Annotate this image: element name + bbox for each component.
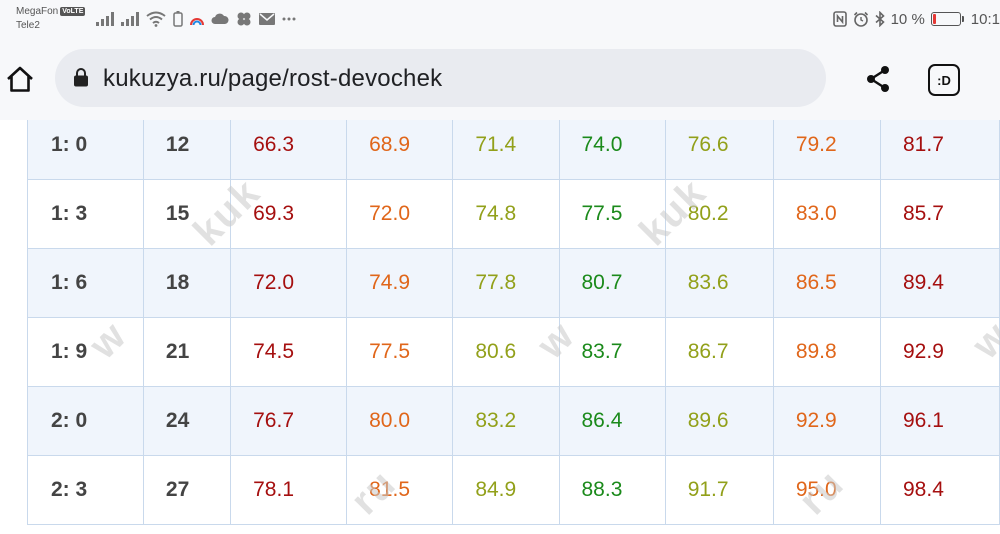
tabs-button[interactable]: :D: [928, 64, 960, 96]
height-value-cell: 86.7: [664, 317, 774, 387]
lock-icon: [74, 68, 88, 87]
page-content: 1: 0 12 66.3 68.9 71.4 74.0 76.6 79.2 81.7 1: 3 15…: [0, 120, 1000, 534]
carrier-1-name: MegaFon: [16, 6, 59, 17]
age-cell: 2: 3: [27, 455, 144, 525]
table-row: 2: 3 27 78.1 81.5 84.9 88.3 91.7 95.0 98.4: [27, 455, 1000, 525]
battery-percent: 10 %: [890, 10, 925, 28]
volte-badge: VoLTE: [60, 7, 86, 16]
share-button[interactable]: [860, 61, 896, 97]
height-value-cell: 80.0: [346, 386, 454, 456]
battery-icon: [930, 12, 964, 26]
url-text[interactable]: kukuzya.ru/page/rost-devochek: [103, 65, 443, 92]
alarm-icon: [853, 11, 868, 27]
height-value-cell: 74.0: [558, 120, 666, 180]
height-value-cell: 88.3: [558, 455, 666, 525]
clock: 10:1: [970, 10, 1000, 28]
mail-icon: [259, 13, 275, 25]
status-icons-left: [96, 10, 296, 28]
height-value-cell: 85.7: [880, 179, 1000, 249]
age-cell: 1: 6: [27, 248, 144, 318]
height-value-cell: 80.2: [664, 179, 774, 249]
address-bar[interactable]: kukuzya.ru/page/rost-devochek: [55, 49, 826, 107]
age-cell: 1: 9: [27, 317, 144, 387]
nfc-icon: [832, 11, 847, 27]
height-value-cell: 68.9: [346, 120, 454, 180]
flower-icon: [237, 12, 251, 26]
height-value-cell: 81.5: [346, 455, 454, 525]
height-value-cell: 84.9: [452, 455, 560, 525]
bluetooth-icon: [875, 11, 885, 27]
cloud-icon: [211, 13, 229, 24]
wifi-icon: [146, 11, 166, 27]
home-icon: [7, 66, 33, 92]
months-cell: 15: [142, 179, 232, 249]
height-value-cell: 86.5: [772, 248, 882, 318]
height-value-cell: 96.1: [880, 386, 1000, 456]
height-value-cell: 74.8: [452, 179, 560, 249]
carrier-2-name: Tele2: [16, 20, 40, 31]
age-cell: 2: 0: [27, 386, 144, 456]
home-button[interactable]: [3, 62, 37, 96]
status-bar: MegaFon VoLTE Tele2 10 % 10:1: [0, 0, 1000, 38]
height-value-cell: 98.4: [880, 455, 1000, 525]
browser-toolbar: kukuzya.ru/page/rost-devochek :D: [0, 38, 1000, 120]
months-cell: 27: [142, 455, 232, 525]
height-value-cell: 83.7: [558, 317, 666, 387]
height-value-cell: 83.6: [664, 248, 774, 318]
height-value-cell: 77.5: [346, 317, 454, 387]
height-value-cell: 81.7: [880, 120, 1000, 180]
height-value-cell: 89.6: [664, 386, 774, 456]
more-dots-icon: [282, 17, 296, 21]
height-value-cell: 71.4: [452, 120, 560, 180]
rainbow-icon: [190, 18, 204, 26]
months-cell: 18: [142, 248, 232, 318]
height-value-cell: 95.0: [772, 455, 882, 525]
signal-icon: [121, 12, 139, 26]
share-icon: [867, 66, 889, 92]
height-value-cell: 74.5: [230, 317, 348, 387]
age-cell: 1: 0: [27, 120, 144, 180]
table-row: 1: 6 18 72.0 74.9 77.8 80.7 83.6 86.5 89.4: [27, 248, 1000, 318]
height-value-cell: 77.8: [452, 248, 560, 318]
height-value-cell: 92.9: [880, 317, 1000, 387]
height-value-cell: 79.2: [772, 120, 882, 180]
height-value-cell: 83.2: [452, 386, 560, 456]
height-value-cell: 66.3: [230, 120, 348, 180]
height-value-cell: 76.6: [664, 120, 774, 180]
growth-table: 1: 0 12 66.3 68.9 71.4 74.0 76.6 79.2 81.7 1: 3 15…: [27, 120, 1000, 525]
height-value-cell: 74.9: [346, 248, 454, 318]
height-value-cell: 69.3: [230, 179, 348, 249]
months-cell: 24: [142, 386, 232, 456]
table-row: 1: 0 12 66.3 68.9 71.4 74.0 76.6 79.2 81.7: [27, 120, 1000, 180]
age-cell: 1: 3: [27, 179, 144, 249]
signal-icon: [96, 12, 114, 26]
height-value-cell: 72.0: [230, 248, 348, 318]
height-value-cell: 77.5: [558, 179, 666, 249]
carrier-info: MegaFon VoLTE Tele2: [16, 5, 86, 33]
table-row: 1: 9 21 74.5 77.5 80.6 83.7 86.7 89.8 92.9: [27, 317, 1000, 387]
months-cell: 12: [142, 120, 232, 180]
height-value-cell: 83.0: [772, 179, 882, 249]
height-value-cell: 92.9: [772, 386, 882, 456]
battery-saver-icon: [173, 11, 183, 27]
table-row: 2: 0 24 76.7 80.0 83.2 86.4 89.6 92.9 96.1: [27, 386, 1000, 456]
height-value-cell: 72.0: [346, 179, 454, 249]
height-value-cell: 91.7: [664, 455, 774, 525]
height-value-cell: 89.4: [880, 248, 1000, 318]
table-row: 1: 3 15 69.3 72.0 74.8 77.5 80.2 83.0 85.7: [27, 179, 1000, 249]
height-value-cell: 76.7: [230, 386, 348, 456]
battery-level: [932, 14, 936, 24]
height-value-cell: 80.7: [558, 248, 666, 318]
height-value-cell: 78.1: [230, 455, 348, 525]
height-value-cell: 80.6: [452, 317, 560, 387]
height-value-cell: 89.8: [772, 317, 882, 387]
height-value-cell: 86.4: [558, 386, 666, 456]
months-cell: 21: [142, 317, 232, 387]
status-icons-right: 10 % 10:1: [832, 10, 1000, 28]
